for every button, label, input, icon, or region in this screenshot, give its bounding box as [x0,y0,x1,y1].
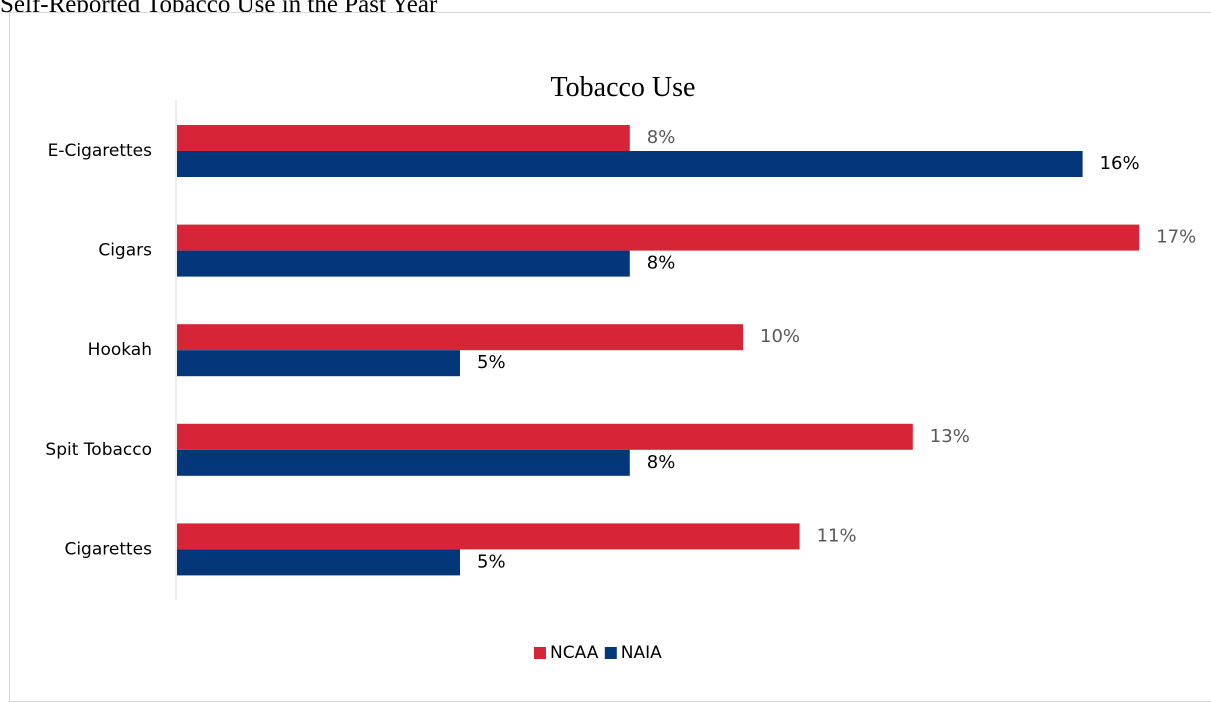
value-label-ncaa-cigarettes: 11% [817,525,857,546]
bar-ncaa-cigars [177,224,1140,251]
category-labels: E-Cigarettes Cigars Hookah Spit Tobacco Ciga… [45,141,152,559]
value-label-ncaa-e-cigarettes: 8% [647,127,676,148]
value-label-naia-e-cigarettes: 16% [1100,153,1140,174]
bar-naia-cigarettes [177,549,460,576]
bar-naia-hookah [177,350,460,377]
bar-ncaa-spit-tobacco [177,423,913,450]
chart-title: Tobacco Use [551,72,696,103]
legend-swatch-ncaa [534,647,546,659]
bar-naia-spit-tobacco [177,449,630,476]
legend-swatch-naia [604,647,617,659]
category-label-spit-tobacco: Spit Tobacco [45,440,152,460]
category-label-cigarettes: Cigarettes [64,539,152,559]
bar-naia-cigars [177,250,630,277]
bars-layer [177,125,1140,576]
value-label-ncaa-cigars: 17% [1156,227,1196,248]
value-label-naia-hookah: 5% [477,352,506,373]
category-label-hookah: Hookah [88,340,152,360]
bar-ncaa-hookah [177,324,743,351]
value-label-ncaa-spit-tobacco: 13% [930,426,970,447]
value-label-ncaa-hookah: 10% [760,326,800,347]
value-label-naia-cigars: 8% [647,253,676,274]
bar-ncaa-cigarettes [177,523,800,550]
legend-label-naia: NAIA [621,643,662,663]
value-labels: 8% 16% 17% 8% 10% 5% 13% 8% 11% 5% [477,127,1196,572]
category-label-e-cigarettes: E-Cigarettes [48,141,153,161]
value-label-naia-cigarettes: 5% [477,551,506,572]
legend-label-ncaa: NCAA [550,643,599,663]
value-label-naia-spit-tobacco: 8% [647,452,676,473]
legend: NCAA NAIA [534,643,662,663]
bar-naia-e-cigarettes [177,151,1083,177]
tobacco-use-chart: Tobacco Use E-Cigarettes Cigars Hookah Spit… [45,72,1196,663]
bar-ncaa-e-cigarettes [177,125,630,151]
category-label-cigars: Cigars [98,241,152,261]
